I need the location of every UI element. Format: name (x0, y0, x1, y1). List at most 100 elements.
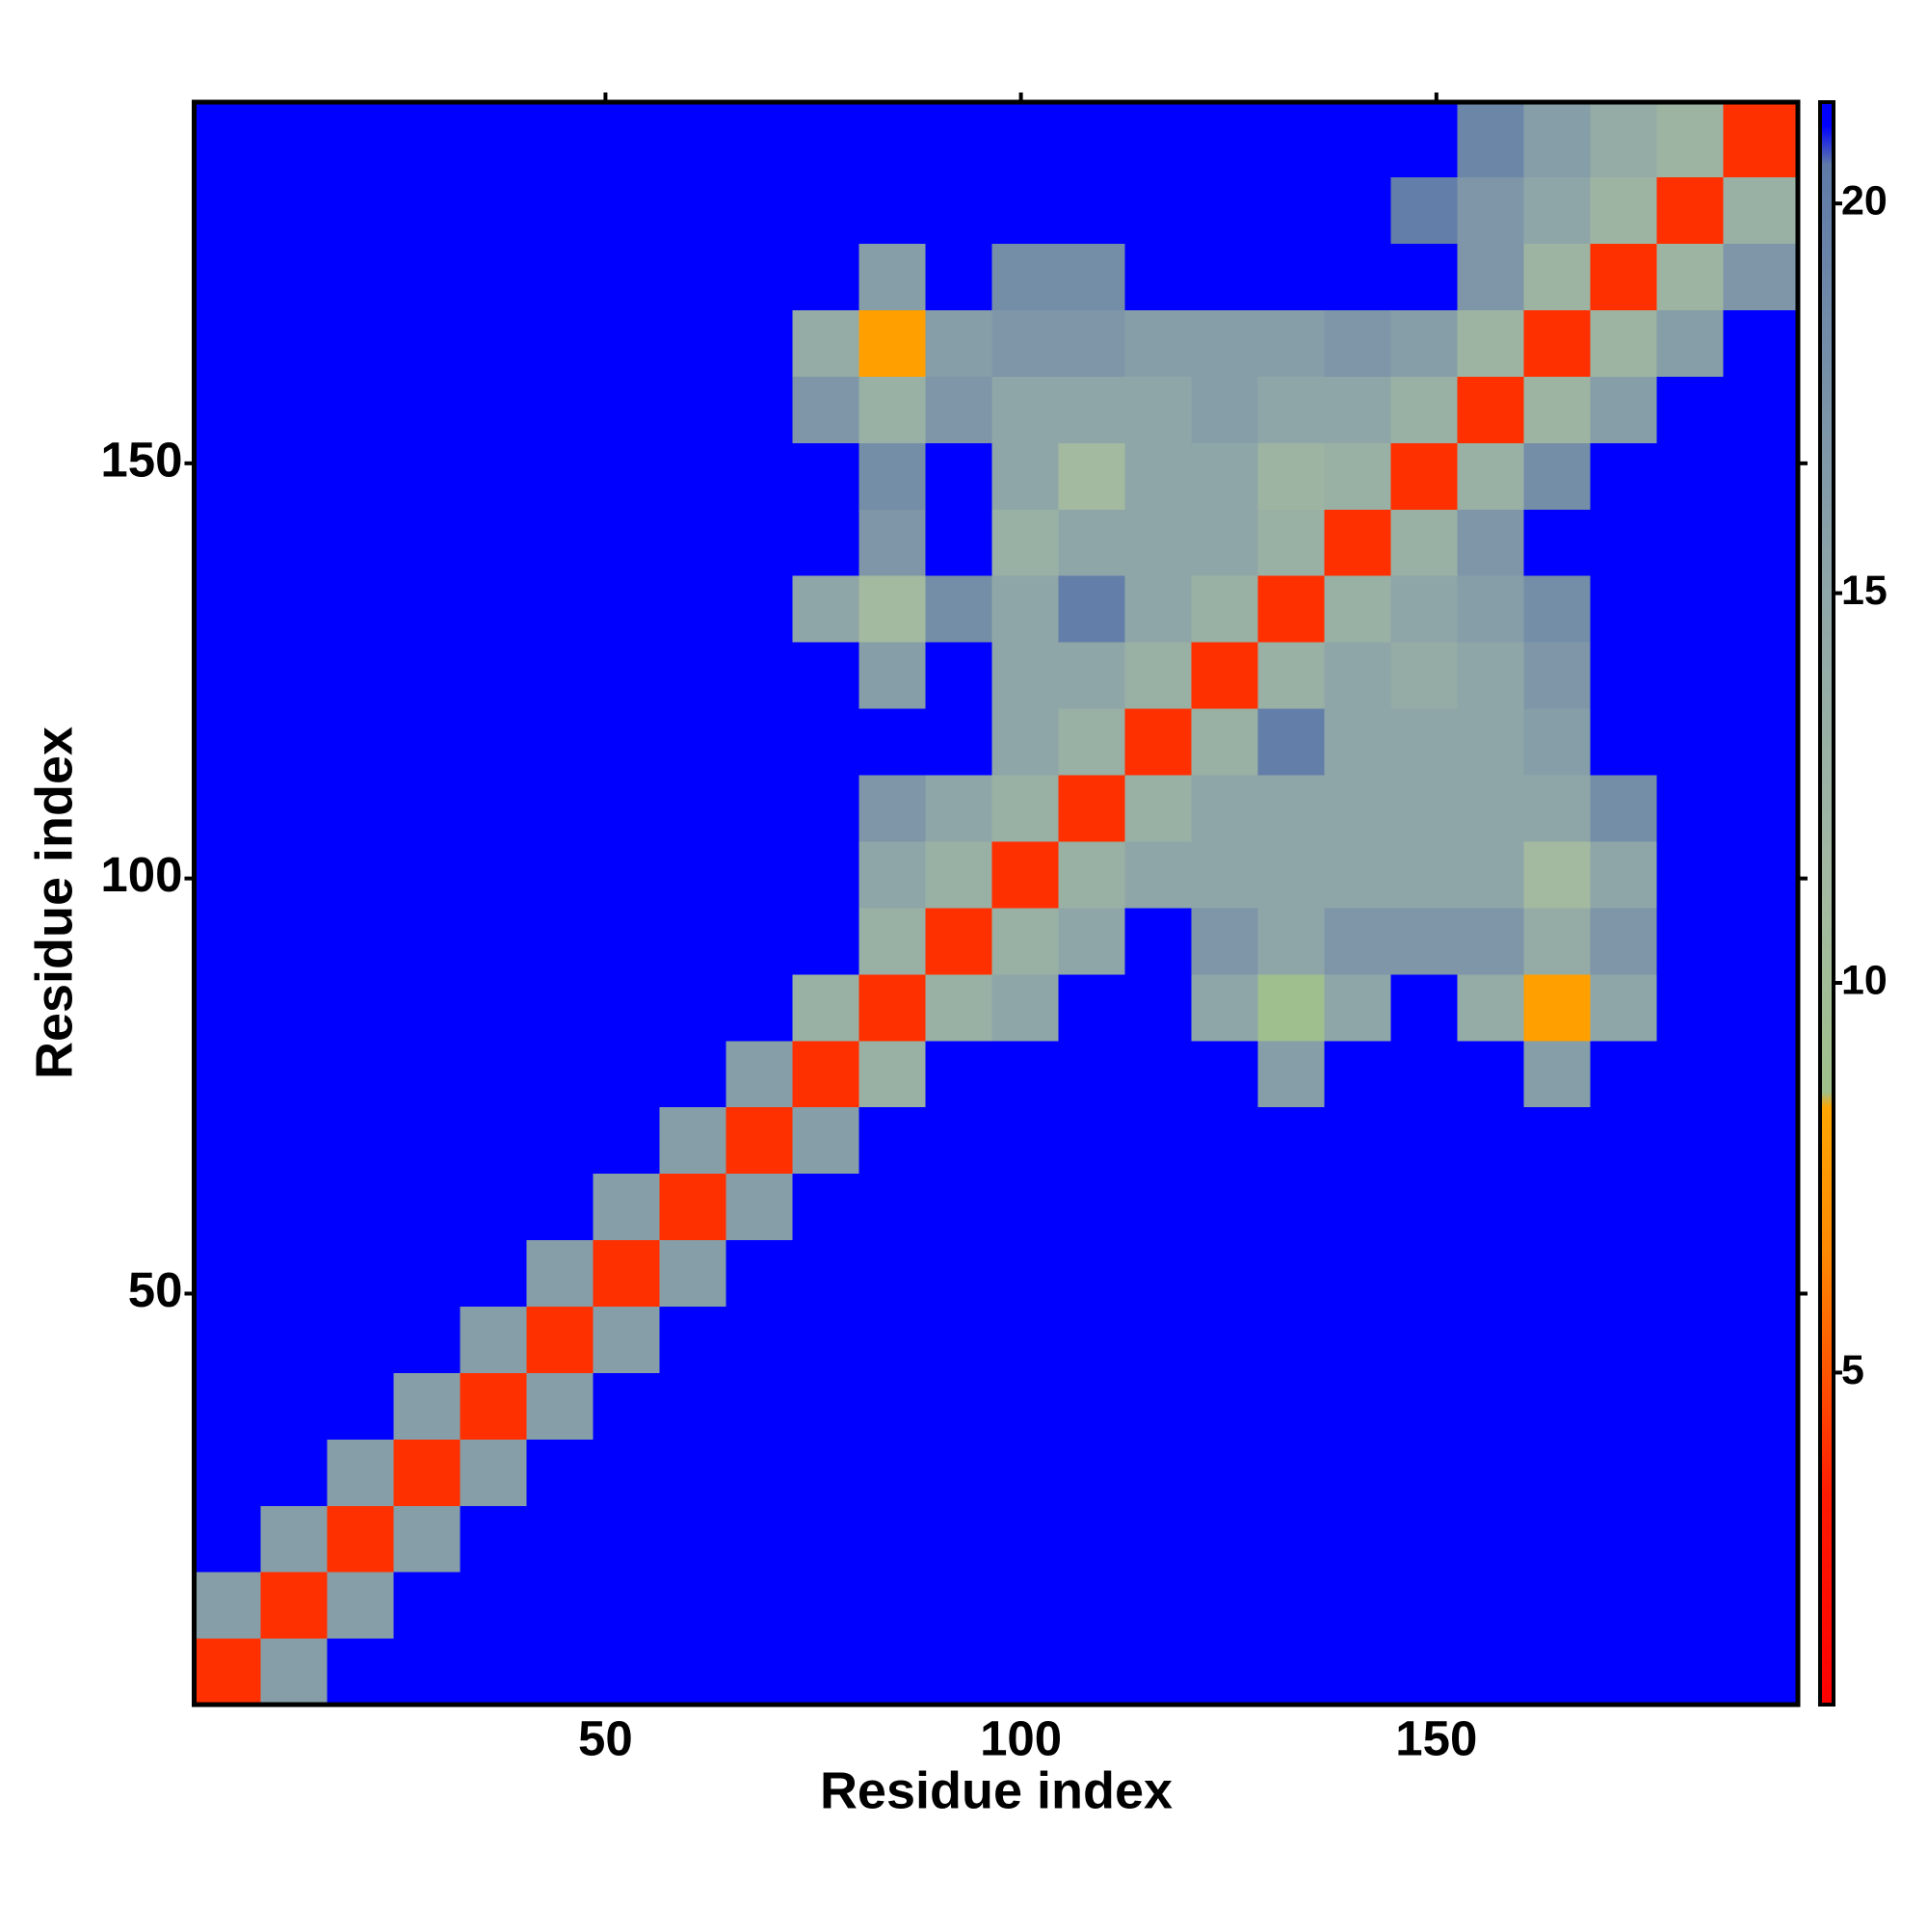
heatmap-cell (526, 973, 594, 1042)
heatmap-cell (1457, 774, 1524, 842)
heatmap-cell (1523, 442, 1591, 510)
heatmap-cell (1257, 1439, 1326, 1506)
heatmap-cell (1191, 575, 1259, 643)
heatmap-cell (526, 708, 594, 776)
heatmap-cell (526, 642, 594, 709)
heatmap-cell (1058, 243, 1126, 311)
heatmap-cell (792, 774, 860, 842)
heatmap-cell (1390, 1439, 1459, 1506)
heatmap-cell (593, 1505, 661, 1573)
heatmap-cell (1656, 376, 1724, 443)
heatmap-cell (925, 907, 993, 975)
heatmap-cell (526, 1572, 594, 1639)
heatmap-cell (1656, 1239, 1724, 1308)
heatmap-cell (593, 176, 661, 245)
heatmap-cell (1124, 309, 1193, 377)
heatmap-cell (194, 1439, 262, 1506)
heatmap-cell (792, 907, 860, 975)
heatmap-cell (1523, 1372, 1591, 1440)
heatmap-cell (1457, 642, 1524, 709)
heatmap-cell (1457, 973, 1524, 1042)
heatmap-cell (1257, 1306, 1326, 1373)
heatmap-cell (925, 1173, 993, 1241)
heatmap-cells (194, 102, 1799, 1706)
heatmap-cell (858, 1638, 927, 1706)
heatmap-cell (194, 1372, 262, 1440)
heatmap-cell (526, 1372, 594, 1440)
heatmap-cell (991, 1372, 1060, 1440)
heatmap-cell (1191, 1040, 1259, 1108)
heatmap-cell (858, 376, 927, 443)
heatmap-cell (991, 575, 1060, 643)
heatmap-cell (393, 442, 462, 510)
heatmap-cell (1457, 102, 1524, 178)
heatmap-cell (991, 1439, 1060, 1506)
heatmap-cell (1324, 309, 1392, 377)
heatmap-cell (460, 973, 528, 1042)
heatmap-cell (1124, 1040, 1193, 1108)
heatmap-cell (1523, 1505, 1591, 1573)
heatmap-cell (1257, 102, 1326, 178)
heatmap-cell (327, 840, 395, 909)
heatmap-cell (1457, 176, 1524, 245)
heatmap-cell (1656, 575, 1724, 643)
heatmap-cell (593, 907, 661, 975)
heatmap-cell (593, 973, 661, 1042)
heatmap-cell (1324, 509, 1392, 576)
heatmap-cell (393, 176, 462, 245)
heatmap-cell (1324, 243, 1392, 311)
heatmap-cell (460, 1040, 528, 1108)
heatmap-cell (393, 575, 462, 643)
heatmap-cell (858, 1306, 927, 1373)
heatmap-cell (1590, 1040, 1657, 1108)
colorbar-tick-label: 15 (1841, 568, 1887, 614)
heatmap-cell (1390, 243, 1459, 311)
heatmap-cell (1656, 1572, 1724, 1639)
heatmap-cell (1324, 1239, 1392, 1308)
heatmap-cell (1324, 176, 1392, 245)
heatmap-cell (726, 1638, 794, 1706)
heatmap-cell (1257, 1106, 1326, 1175)
heatmap-cell (260, 102, 329, 178)
heatmap-cell (593, 1239, 661, 1308)
heatmap-cell (1191, 1239, 1259, 1308)
heatmap-cell (460, 774, 528, 842)
heatmap-cell (925, 442, 993, 510)
heatmap-cell (1191, 907, 1259, 975)
heatmap-cell (1058, 376, 1126, 443)
heatmap-cell (1457, 1439, 1524, 1506)
heatmap-cell (1523, 774, 1591, 842)
heatmap-cell (1523, 708, 1591, 776)
heatmap-cell (1124, 973, 1193, 1042)
heatmap-cell (593, 1439, 661, 1506)
heatmap-cell (393, 1572, 462, 1639)
heatmap-cell (593, 1173, 661, 1241)
heatmap-cell (460, 243, 528, 311)
heatmap-cell (393, 509, 462, 576)
heatmap-cell (593, 1106, 661, 1175)
heatmap-cell (1457, 1638, 1524, 1706)
heatmap-cell (593, 774, 661, 842)
heatmap-cell (327, 1439, 395, 1506)
heatmap-cell (260, 509, 329, 576)
heatmap-cell (991, 442, 1060, 510)
heatmap-cell (194, 1106, 262, 1175)
heatmap-cell (1590, 1173, 1657, 1241)
heatmap-cell (1656, 176, 1724, 245)
heatmap-cell (792, 642, 860, 709)
heatmap-cell (593, 376, 661, 443)
heatmap-cell (925, 102, 993, 178)
heatmap-cell (460, 176, 528, 245)
heatmap-cell (858, 840, 927, 909)
heatmap-cell (593, 243, 661, 311)
heatmap-cell (327, 774, 395, 842)
heatmap-cell (991, 1572, 1060, 1639)
heatmap-cell (260, 1173, 329, 1241)
heatmap-cell (593, 1638, 661, 1706)
heatmap-cell (1058, 176, 1126, 245)
heatmap-cell (1191, 1372, 1259, 1440)
heatmap-cell (726, 509, 794, 576)
heatmap-cell (792, 509, 860, 576)
heatmap-cell (1723, 1239, 1799, 1308)
